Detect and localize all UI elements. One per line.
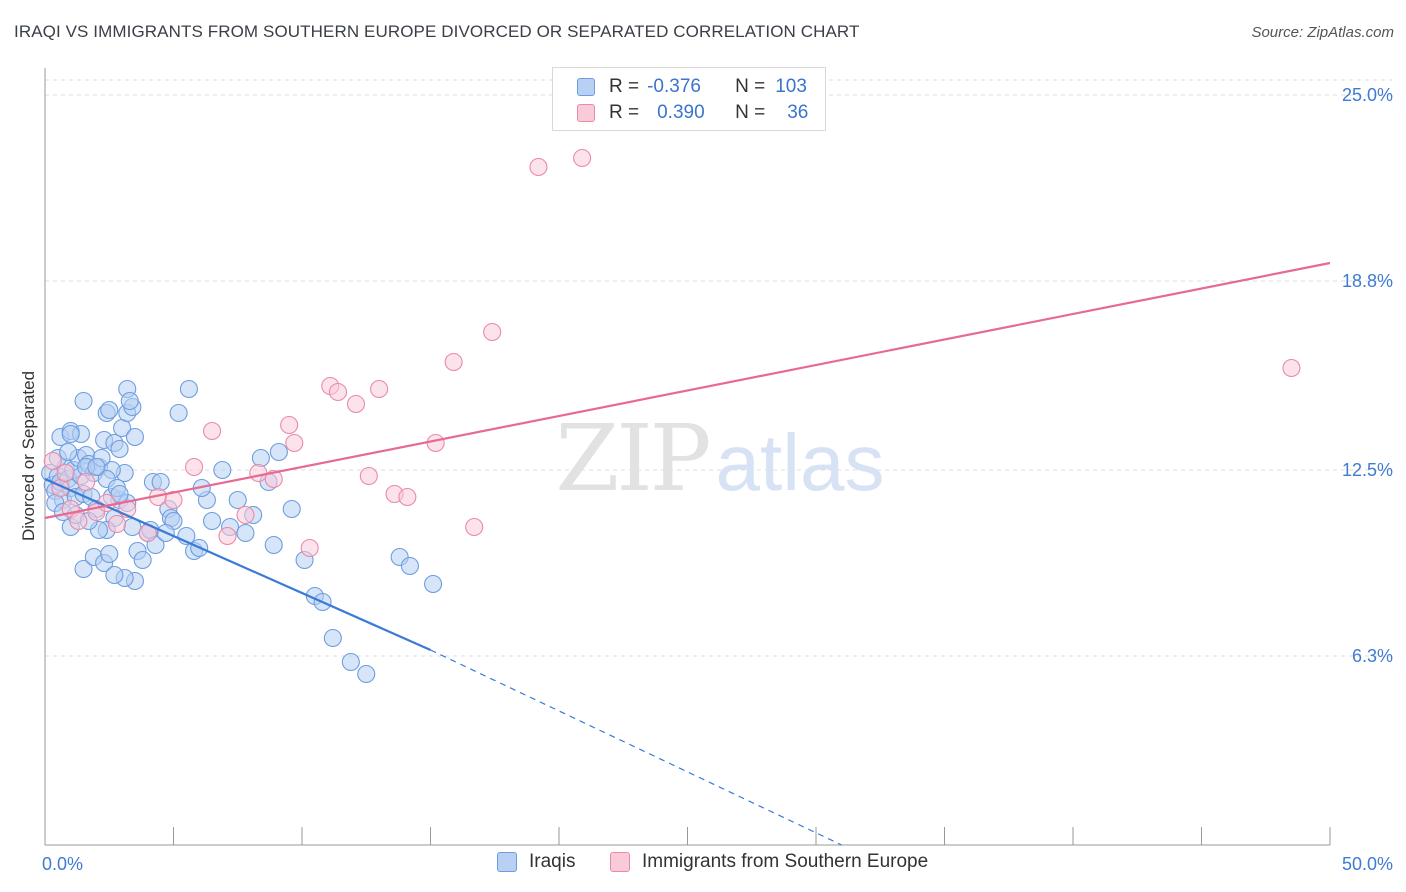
- bottom-legend-southern-europe: Immigrants from Southern Europe: [610, 851, 928, 873]
- iraqis-point: [424, 574, 443, 594]
- x-tick-label: 50.0%: [1342, 854, 1393, 874]
- iraqis-point: [269, 442, 288, 462]
- southern-europe-point: [107, 514, 127, 534]
- legend-row-iraqis: R = -0.376 N = 103: [577, 75, 807, 99]
- iraqis-r-value: -0.376: [647, 76, 701, 97]
- iraqis-point: [125, 427, 144, 447]
- iraqis-point: [282, 499, 301, 519]
- axis-labels: 6.3% 12.5% 18.8% 25.0% 0.0% 50.0% Divorced or …: [19, 85, 1393, 874]
- iraqis-n-value: 103: [775, 76, 807, 97]
- iraqis-point: [323, 628, 342, 648]
- iraqis-point: [74, 391, 93, 411]
- trend-lines: [44, 261, 1331, 846]
- iraqis-trend-line: [44, 477, 431, 652]
- iraqis-point: [400, 556, 419, 576]
- iraqis-point: [61, 424, 80, 444]
- y-tick-label: 25.0%: [1342, 85, 1393, 105]
- iraqis-point: [59, 442, 78, 462]
- iraqis-point: [341, 652, 360, 672]
- iraqis-point: [179, 379, 198, 399]
- chart-title: IRAQI VS IMMIGRANTS FROM SOUTHERN EUROPE…: [14, 22, 860, 41]
- southern-europe-point: [56, 463, 75, 483]
- iraqis-point: [169, 403, 188, 423]
- southern-europe-n-value: 36: [787, 102, 809, 123]
- southern-europe-point: [359, 466, 378, 486]
- y-tick-label: 6.3%: [1352, 646, 1393, 666]
- legend-row-southern-europe: R = 0.390 N = 36: [577, 101, 808, 125]
- correlation-legend: R = -0.376 N = 103 R = 0.390 N = 36: [552, 67, 826, 131]
- y-tick-label: 18.8%: [1342, 271, 1393, 291]
- southern-europe-point: [185, 457, 204, 477]
- iraqis-point: [105, 565, 124, 585]
- iraqis-point: [151, 472, 170, 492]
- y-tick-label: 12.5%: [1342, 460, 1393, 480]
- southern-europe-point: [264, 469, 283, 489]
- iraqis-point: [110, 439, 129, 459]
- iraqis-point: [228, 490, 247, 510]
- iraqis-trend-extension: [430, 649, 842, 846]
- iraqis-point: [357, 664, 376, 684]
- southern-europe-point: [328, 382, 348, 402]
- iraqis-point: [264, 535, 283, 555]
- source-label: Source: ZipAtlas.com: [1251, 24, 1394, 41]
- southern-europe-point: [300, 538, 319, 558]
- iraqis-legend-swatch: [497, 852, 517, 872]
- southern-europe-point: [43, 451, 62, 471]
- n-label: N =: [735, 102, 766, 123]
- southern-europe-point: [77, 472, 96, 492]
- southern-europe-point: [249, 463, 268, 483]
- iraqis-point: [251, 448, 270, 468]
- southern-europe-point: [444, 352, 463, 372]
- iraqis-point: [236, 523, 255, 543]
- iraqis-point: [213, 460, 232, 480]
- southern-europe-point: [483, 322, 502, 342]
- southern-europe-point: [529, 157, 548, 177]
- iraqis-point: [100, 544, 119, 564]
- iraqis-point: [100, 400, 119, 420]
- southern-europe-point: [370, 379, 389, 399]
- iraqis-point: [203, 511, 222, 531]
- iraqis-point: [74, 559, 93, 579]
- southern-europe-point: [203, 421, 222, 441]
- southern-europe-point: [280, 415, 299, 435]
- iraqis-point: [133, 550, 152, 570]
- southern-europe-legend-label: Immigrants from Southern Europe: [642, 851, 929, 872]
- data-points: [41, 148, 1301, 684]
- n-label: N =: [735, 76, 766, 97]
- southern-europe-trend-line: [44, 261, 1331, 520]
- southern-europe-point: [573, 148, 592, 168]
- southern-europe-swatch: [577, 104, 595, 122]
- bottom-legend-iraqis: Iraqis: [497, 851, 575, 873]
- southern-europe-point: [346, 394, 366, 414]
- watermark-atlas: atlas: [716, 418, 885, 507]
- southern-europe-point: [465, 517, 484, 537]
- southern-europe-point: [218, 526, 237, 546]
- iraqis-point: [120, 391, 139, 411]
- watermark-zip: ZIP: [555, 405, 708, 512]
- southern-europe-point: [398, 487, 417, 507]
- southern-europe-point: [1282, 358, 1301, 378]
- r-label: R =: [609, 76, 640, 97]
- southern-europe-r-value: 0.390: [657, 102, 705, 123]
- southern-europe-point: [69, 511, 88, 531]
- southern-europe-point: [426, 433, 445, 453]
- r-label: R =: [609, 102, 640, 123]
- iraqis-legend-label: Iraqis: [529, 851, 576, 872]
- y-axis-title: Divorced or Separated: [19, 371, 38, 541]
- iraqis-swatch: [577, 78, 595, 96]
- southern-europe-point: [236, 505, 255, 525]
- x-tick-label: 0.0%: [42, 854, 83, 874]
- southern-europe-point: [285, 433, 304, 453]
- southern-europe-legend-swatch: [610, 852, 630, 872]
- iraqis-point: [87, 457, 106, 477]
- watermark: ZIP atlas: [555, 405, 884, 512]
